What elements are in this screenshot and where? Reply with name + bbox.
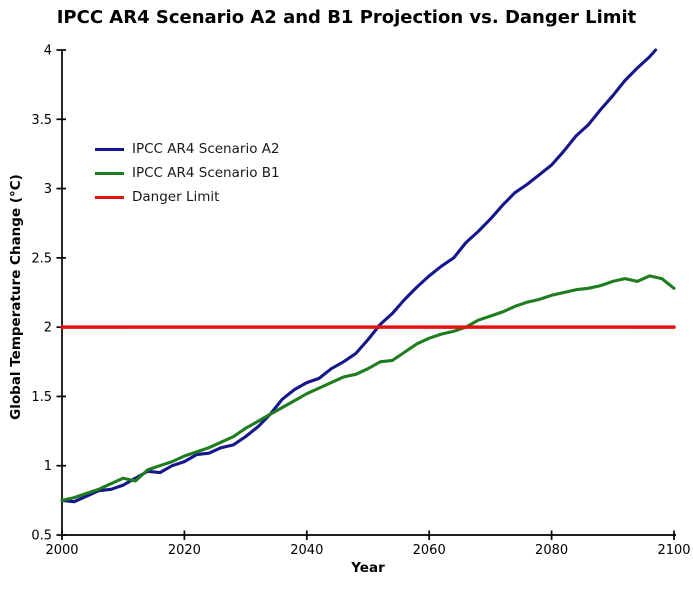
legend-swatch-icon (95, 147, 124, 151)
x-tick-label: 2000 (45, 543, 78, 558)
y-tick-label: 2 (44, 321, 52, 336)
y-tick-label: 0.5 (31, 529, 52, 544)
legend-item: IPCC AR4 Scenario A2 (95, 137, 280, 161)
legend-label: IPCC AR4 Scenario B1 (132, 165, 280, 181)
y-tick-label: 3 (44, 182, 52, 197)
legend: IPCC AR4 Scenario A2 IPCC AR4 Scenario B1… (95, 137, 280, 209)
legend-label: IPCC AR4 Scenario A2 (132, 141, 280, 157)
legend-label: Danger Limit (132, 189, 220, 205)
x-tick-label: 2060 (413, 543, 446, 558)
legend-item: IPCC AR4 Scenario B1 (95, 161, 280, 185)
y-tick-label: 3.5 (31, 113, 52, 128)
y-tick-label: 1 (44, 459, 52, 474)
series-a2-line (60, 48, 658, 504)
axis-lines (61, 50, 676, 536)
series-b1-line (60, 274, 676, 502)
y-tick-label: 4 (44, 44, 52, 59)
x-tick-label: 2080 (535, 543, 568, 558)
legend-swatch-icon (95, 195, 124, 199)
x-tick-label: 2100 (657, 543, 690, 558)
y-axis-title-text: Global Temperature Change (°C) (8, 174, 24, 420)
x-axis-title: Year (351, 560, 385, 576)
x-tick-label: 2020 (168, 543, 201, 558)
chart-title: IPCC AR4 Scenario A2 and B1 Projection v… (56, 7, 637, 28)
y-tick-label: 1.5 (31, 390, 52, 405)
y-tick-label: 2.5 (31, 251, 52, 266)
legend-item: Danger Limit (95, 185, 280, 209)
legend-swatch-icon (95, 171, 124, 175)
x-tick-label: 2040 (290, 543, 323, 558)
